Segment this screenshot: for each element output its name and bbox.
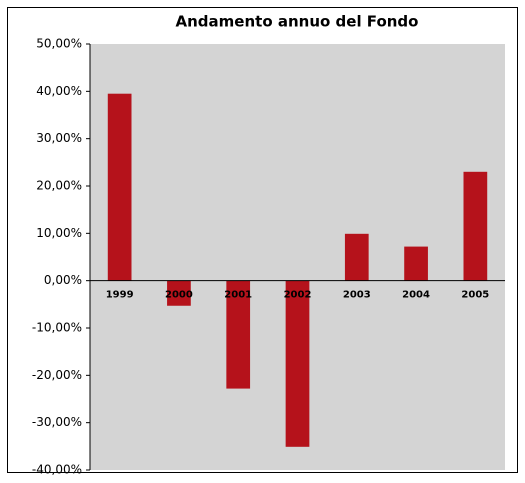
y-tick-label: -40,00%	[32, 463, 82, 477]
bar	[344, 233, 369, 281]
x-tick-label: 2004	[402, 290, 430, 301]
x-tick-label: 2002	[284, 290, 312, 301]
bar	[463, 171, 488, 281]
x-tick-label: 1999	[106, 290, 134, 301]
y-tick-label: -20,00%	[32, 368, 82, 382]
y-tick-label: -10,00%	[32, 321, 82, 335]
y-tick-label: 30,00%	[36, 131, 82, 145]
y-tick-label: 0,00%	[44, 273, 82, 287]
bar	[226, 280, 251, 389]
x-tick-label: 2005	[461, 290, 489, 301]
bar	[285, 280, 310, 447]
chart-title: Andamento annuo del Fondo	[176, 13, 419, 31]
y-tick-label: 10,00%	[36, 226, 82, 240]
y-tick-label: 50,00%	[36, 37, 82, 51]
bar	[167, 280, 191, 306]
x-tick-label: 2001	[224, 290, 252, 301]
y-tick-label: -30,00%	[32, 415, 82, 429]
bar	[404, 246, 428, 281]
bar	[107, 93, 132, 281]
x-tick-label: 2003	[343, 290, 371, 301]
y-tick-label: 20,00%	[36, 179, 82, 193]
y-tick-label: 40,00%	[36, 84, 82, 98]
x-tick-label: 2000	[165, 290, 193, 301]
